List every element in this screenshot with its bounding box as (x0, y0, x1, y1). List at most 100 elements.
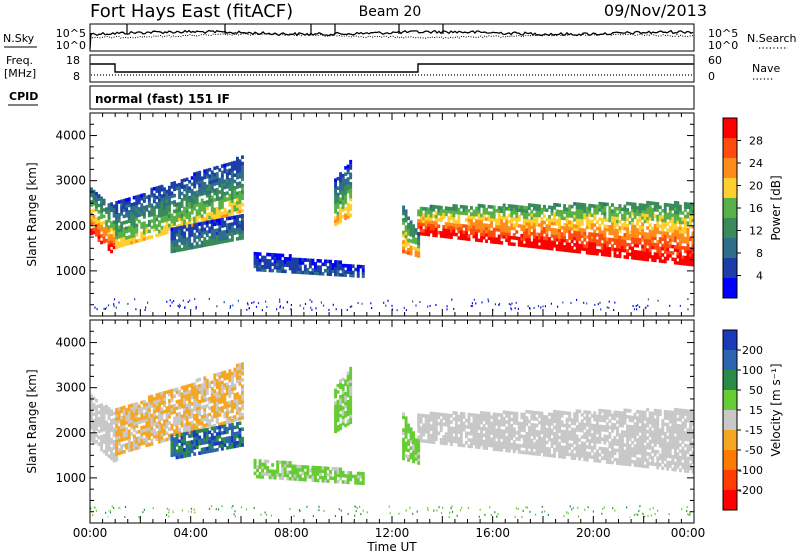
scatter-echo (361, 302, 363, 305)
heatmap-cell (512, 446, 516, 450)
heatmap-cell (668, 219, 672, 223)
heatmap-cell (583, 231, 587, 236)
heatmap-cell (183, 451, 187, 455)
heatmap-cell (593, 452, 597, 456)
heatmap-cell (236, 166, 239, 170)
heatmap-cell (495, 419, 499, 423)
scatter-echo (669, 304, 671, 307)
heatmap-cell (198, 384, 202, 388)
heatmap-cell (218, 397, 222, 401)
heatmap-cell (195, 177, 199, 182)
heatmap-cell (407, 429, 411, 434)
heatmap-cell (633, 202, 637, 207)
heatmap-cell (686, 205, 690, 210)
heatmap-cell (193, 395, 197, 399)
heatmap-cell (555, 238, 559, 242)
heatmap-cell (447, 426, 451, 430)
heatmap-cell (228, 196, 232, 201)
heatmap-cell (454, 232, 458, 237)
heatmap-cell (482, 417, 486, 422)
heatmap-cell (210, 418, 214, 422)
heatmap-cell (638, 250, 642, 255)
scatter-echo (371, 307, 373, 309)
heatmap-cell (570, 223, 574, 228)
heatmap-cell (183, 244, 187, 248)
heatmap-cell (107, 435, 111, 440)
heatmap-cell (424, 232, 428, 237)
heatmap-cell (130, 231, 134, 235)
heatmap-cell (417, 212, 421, 217)
heatmap-cell (495, 428, 499, 433)
heatmap-cell (492, 434, 496, 439)
heatmap-cell (417, 422, 421, 427)
scatter-echo (255, 305, 258, 308)
heatmap-cell (454, 226, 458, 231)
heatmap-cell (565, 210, 569, 215)
heatmap-cell (241, 236, 244, 240)
heatmap-cell (545, 243, 549, 247)
heatmap-cell (543, 418, 546, 422)
heatmap-cell (163, 391, 166, 395)
heatmap-cell (266, 265, 270, 269)
heatmap-cell (492, 208, 496, 213)
heatmap-cell (457, 436, 461, 441)
heatmap-cell (339, 476, 343, 481)
heatmap-cell (205, 446, 209, 451)
heatmap-cell (193, 216, 197, 221)
heatmap-cell (173, 440, 177, 444)
heatmap-cell (170, 246, 174, 251)
heatmap-cell (127, 420, 131, 424)
heatmap-cell (200, 189, 204, 193)
heatmap-cell (334, 191, 338, 195)
heatmap-cell (127, 216, 131, 220)
heatmap-cell (598, 430, 602, 435)
heatmap-cell (193, 426, 197, 431)
heatmap-cell (193, 191, 197, 195)
heatmap-cell (220, 440, 224, 445)
heatmap-cell (130, 203, 134, 207)
heatmap-cell (183, 429, 187, 434)
heatmap-cell (580, 228, 584, 232)
heatmap-cell (558, 429, 562, 434)
heatmap-cell (434, 214, 438, 219)
heatmap-cell (676, 217, 680, 221)
heatmap-cell (532, 244, 536, 249)
heatmap-cell (457, 430, 461, 435)
heatmap-cell (107, 407, 111, 411)
heatmap-cell (165, 202, 169, 206)
heatmap-cell (505, 216, 509, 220)
heatmap-cell (183, 416, 187, 421)
heatmap-cell (449, 216, 453, 220)
heatmap-cell (135, 443, 139, 447)
heatmap-cell (686, 246, 690, 251)
heatmap-cell (668, 206, 672, 211)
heatmap-cell (193, 414, 197, 418)
heatmap-cell (530, 413, 534, 418)
heatmap-cell (112, 214, 116, 218)
heatmap-cell (208, 381, 212, 385)
heatmap-cell (321, 466, 325, 470)
heatmap-cell (92, 412, 96, 417)
heatmap-cell (241, 233, 244, 237)
heatmap-cell (432, 227, 436, 231)
heatmap-cell (112, 226, 116, 231)
scatter-echo (415, 304, 417, 307)
heatmap-cell (349, 264, 353, 268)
heatmap-cell (585, 451, 589, 456)
heatmap-cell (553, 215, 557, 220)
heatmap-cell (198, 438, 202, 443)
heatmap-cell (210, 229, 214, 233)
heatmap-cell (135, 207, 139, 212)
heatmap-cell (334, 181, 338, 186)
heatmap-cell (502, 432, 506, 437)
heatmap-cell (223, 182, 227, 187)
heatmap-cell (152, 187, 156, 191)
heatmap-cell (160, 401, 164, 405)
heatmap-cell (590, 232, 594, 237)
y-tick-label: 4000 (55, 129, 86, 143)
heatmap-cell (349, 273, 353, 278)
heatmap-cell (238, 437, 242, 441)
heatmap-cell (346, 387, 350, 391)
heatmap-cell (605, 450, 609, 455)
heatmap-cell (573, 236, 577, 241)
